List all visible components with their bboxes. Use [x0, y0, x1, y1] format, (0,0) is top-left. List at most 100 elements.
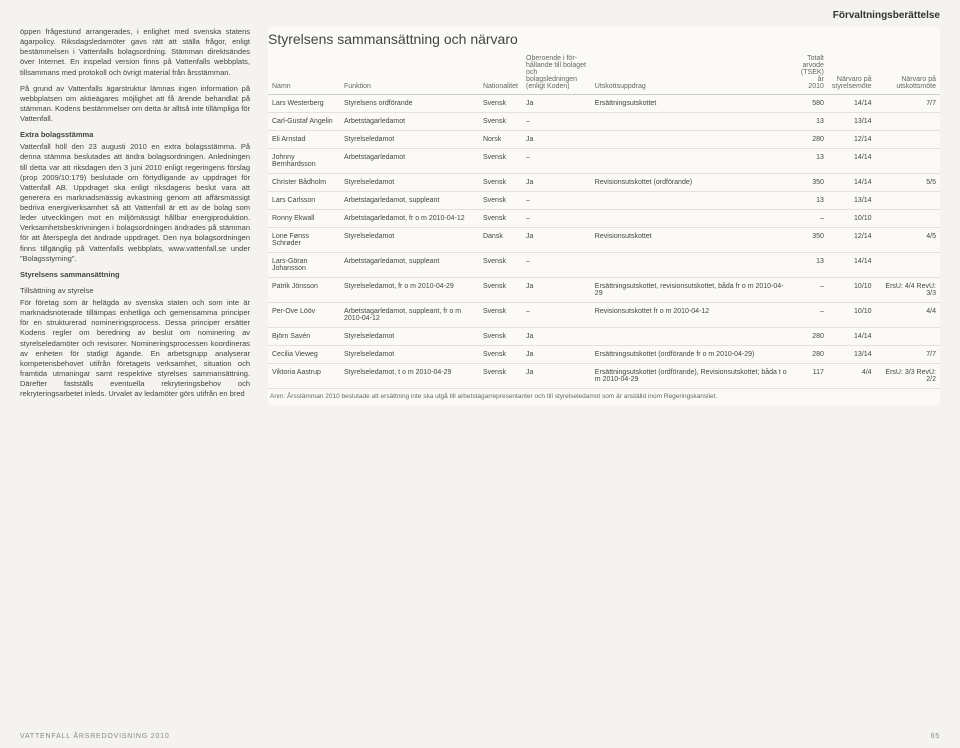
table-row: Christer BådholmStyrelseledamotSvenskJaR…: [268, 174, 940, 192]
col-header: Oberoende i för- hållande till bolaget o…: [522, 53, 591, 95]
table-title: Styrelsens sammansättning och närvaro: [268, 27, 940, 53]
col-header: Namn: [268, 53, 340, 95]
table-footnote: Anm: Årsstämman 2010 beslutade att ersät…: [268, 389, 940, 405]
table-cell: Svensk: [479, 210, 522, 228]
table-cell: Björn Savén: [268, 328, 340, 346]
table-cell: Eli Arnstad: [268, 131, 340, 149]
table-row: Per-Ove LöövArbetstagarledamot, supplean…: [268, 303, 940, 328]
table-cell: –: [791, 303, 828, 328]
subhead-styrelsen: Styrelsens sammansättning: [20, 270, 250, 280]
body-para: För företag som är helägda av svenska st…: [20, 298, 250, 399]
table-cell: Svensk: [479, 113, 522, 131]
table-row: Lars-Göran JohanssonArbetstagarledamot, …: [268, 253, 940, 278]
table-cell: Ersättningsutskottet (ordförande), Revis…: [591, 364, 791, 389]
table-cell: 280: [791, 131, 828, 149]
table-cell: 350: [791, 174, 828, 192]
table-row: Carl-Gustaf AngelinArbetstagarledamotSve…: [268, 113, 940, 131]
table-cell: Ja: [522, 346, 591, 364]
body-para: Vattenfall höll den 23 augusti 2010 en e…: [20, 142, 250, 264]
table-cell: 13/14: [828, 346, 876, 364]
table-cell: [876, 210, 940, 228]
subsubhead: Tillsättning av styrelse: [20, 286, 250, 296]
col-header: Närvaro på styrelsemöte: [828, 53, 876, 95]
right-column: Styrelsens sammansättning och närvaro Na…: [268, 27, 940, 405]
table-cell: 14/14: [828, 95, 876, 113]
table-cell: Styrelseledamot: [340, 174, 479, 192]
table-cell: 10/10: [828, 278, 876, 303]
table-row: Björn SavénStyrelseledamotSvenskJa28014/…: [268, 328, 940, 346]
table-cell: 580: [791, 95, 828, 113]
table-cell: 14/14: [828, 253, 876, 278]
table-cell: Revisionsutskottet fr o m 2010-04-12: [591, 303, 791, 328]
table-cell: Ja: [522, 228, 591, 253]
page-footer: VATTENFALL ÅRSREDOVISNING 2010 65: [20, 733, 940, 740]
table-cell: [591, 149, 791, 174]
table-cell: 14/14: [828, 328, 876, 346]
table-cell: Ersättningsutskottet: [591, 95, 791, 113]
table-cell: Lars-Göran Johansson: [268, 253, 340, 278]
table-cell: –: [791, 210, 828, 228]
table-cell: Carl-Gustaf Angelin: [268, 113, 340, 131]
table-cell: –: [522, 113, 591, 131]
table-cell: 13: [791, 149, 828, 174]
table-row: Cecilia ViewegStyrelseledamotSvenskJaErs…: [268, 346, 940, 364]
table-cell: [591, 253, 791, 278]
table-cell: 12/14: [828, 228, 876, 253]
col-header: Närvaro på utskottsmöte: [876, 53, 940, 95]
table-cell: Styrelseledamot, t o m 2010-04-29: [340, 364, 479, 389]
table-cell: Svensk: [479, 346, 522, 364]
table-cell: Arbetstagarledamot: [340, 113, 479, 131]
table-cell: 13/14: [828, 192, 876, 210]
table-cell: 14/14: [828, 149, 876, 174]
table-cell: [591, 131, 791, 149]
table-cell: 4/4: [828, 364, 876, 389]
col-header: Utskottsuppdrag: [591, 53, 791, 95]
section-title: Förvaltningsberättelse: [0, 0, 960, 27]
table-cell: 10/10: [828, 210, 876, 228]
table-cell: Styrelseledamot: [340, 346, 479, 364]
table-cell: Christer Bådholm: [268, 174, 340, 192]
table-cell: Arbetstagarledamot, suppleant: [340, 192, 479, 210]
table-cell: 280: [791, 328, 828, 346]
table-cell: –: [791, 278, 828, 303]
table-cell: [876, 113, 940, 131]
table-cell: Ersättningsutskottet (ordförande fr o m …: [591, 346, 791, 364]
table-cell: Svensk: [479, 192, 522, 210]
table-cell: Johnny Bernhardsson: [268, 149, 340, 174]
table-cell: 4/4: [876, 303, 940, 328]
footer-page: 65: [931, 733, 940, 740]
table-cell: –: [522, 303, 591, 328]
table-cell: 350: [791, 228, 828, 253]
table-cell: Svensk: [479, 364, 522, 389]
table-cell: –: [522, 253, 591, 278]
table-row: Eli ArnstadStyrelseledamotNorskJa28012/1…: [268, 131, 940, 149]
table-row: Lone Fønss SchrøderStyrelseledamotDanskJ…: [268, 228, 940, 253]
table-cell: 4/5: [876, 228, 940, 253]
table-cell: [591, 192, 791, 210]
table-cell: –: [522, 210, 591, 228]
table-cell: Styrelseledamot, fr o m 2010-04-29: [340, 278, 479, 303]
table-cell: [876, 131, 940, 149]
footer-left: VATTENFALL ÅRSREDOVISNING 2010: [20, 733, 170, 740]
table-row: Patrik JönssonStyrelseledamot, fr o m 20…: [268, 278, 940, 303]
page-content: öppen frågestund arrangerades, i enlighe…: [0, 27, 960, 405]
table-cell: [591, 210, 791, 228]
table-cell: Cecilia Vieweg: [268, 346, 340, 364]
table-cell: 7/7: [876, 346, 940, 364]
col-header: Nationalitet: [479, 53, 522, 95]
table-cell: Svensk: [479, 278, 522, 303]
left-column: öppen frågestund arrangerades, i enlighe…: [20, 27, 250, 405]
subhead-extra: Extra bolagsstämma: [20, 130, 250, 140]
table-cell: Viktoria Aastrup: [268, 364, 340, 389]
table-cell: ErsU: 4/4 RevU: 3/3: [876, 278, 940, 303]
table-cell: ErsU: 3/3 RevU: 2/2: [876, 364, 940, 389]
table-cell: Ja: [522, 95, 591, 113]
table-cell: 5/5: [876, 174, 940, 192]
table-row: Viktoria AastrupStyrelseledamot, t o m 2…: [268, 364, 940, 389]
table-cell: Svensk: [479, 149, 522, 174]
table-cell: Revisionsutskottet (ordförande): [591, 174, 791, 192]
table-cell: Svensk: [479, 95, 522, 113]
table-cell: Ja: [522, 278, 591, 303]
col-header: Totalt arvode (TSEK) år 2010: [791, 53, 828, 95]
table-cell: Arbetstagarledamot, suppleant, fr o m 20…: [340, 303, 479, 328]
